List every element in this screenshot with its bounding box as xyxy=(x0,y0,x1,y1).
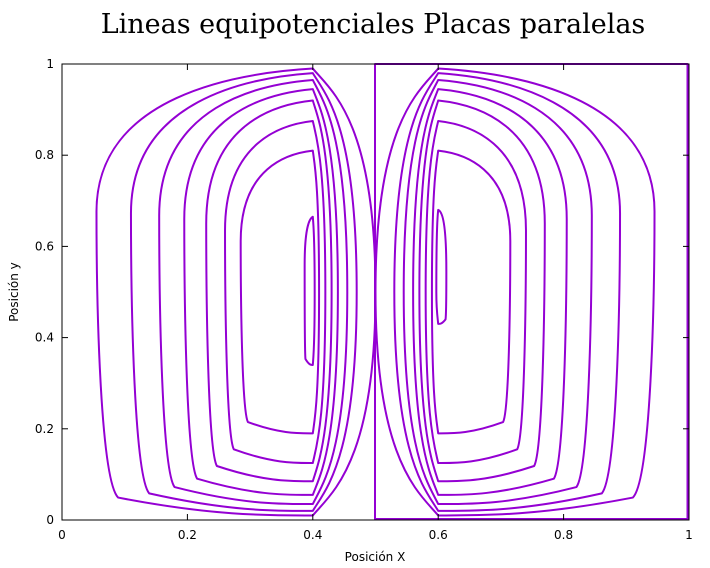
contour-line-right-10 xyxy=(402,78,593,506)
y-tick-label: 0 xyxy=(46,513,54,527)
contour-line-left-1 xyxy=(129,72,358,512)
contour-line-left-5 xyxy=(224,120,327,465)
x-tick-label: 0 xyxy=(58,528,66,542)
x-axis-label: Posición X xyxy=(345,550,406,564)
y-axis-label: Posición y xyxy=(7,262,21,322)
chart-title: Lineas equipotenciales Placas paralelas xyxy=(101,9,646,40)
y-tick-label: 0.4 xyxy=(35,331,54,345)
y-tick-label: 1 xyxy=(46,57,54,71)
contour-line-right-14 xyxy=(430,149,512,435)
x-tick-label: 0.4 xyxy=(303,528,322,542)
plot-frame xyxy=(61,63,690,521)
contour-line-left-7 xyxy=(303,215,316,366)
contour-line-right-13 xyxy=(424,120,527,465)
x-tick-label: 1 xyxy=(685,528,693,542)
contour-line-right-8 xyxy=(374,67,656,517)
contour-line-right-9 xyxy=(393,72,622,512)
x-tick-label: 0.8 xyxy=(554,528,573,542)
x-tick-label: 0.6 xyxy=(429,528,448,542)
contour-line-right-12 xyxy=(418,99,546,483)
contour-layer xyxy=(95,63,689,520)
contour-boundary xyxy=(374,63,689,520)
contour-line-right-11 xyxy=(412,88,568,496)
contour-line-left-6 xyxy=(239,149,321,435)
contour-line-left-2 xyxy=(158,78,349,506)
contour-line-right-15 xyxy=(435,208,448,325)
y-tick-label: 0.8 xyxy=(35,148,54,162)
y-tick-label: 0.6 xyxy=(35,239,54,253)
x-tick-label: 0.2 xyxy=(178,528,197,542)
axis-ticks: 0 0.2 0.4 0.6 0.8 1 0 0.2 0.4 0.6 0.8 1 xyxy=(35,57,693,542)
y-tick-label: 0.2 xyxy=(35,422,54,436)
contour-line-left-3 xyxy=(183,88,339,496)
contour-line-left-4 xyxy=(205,99,333,483)
